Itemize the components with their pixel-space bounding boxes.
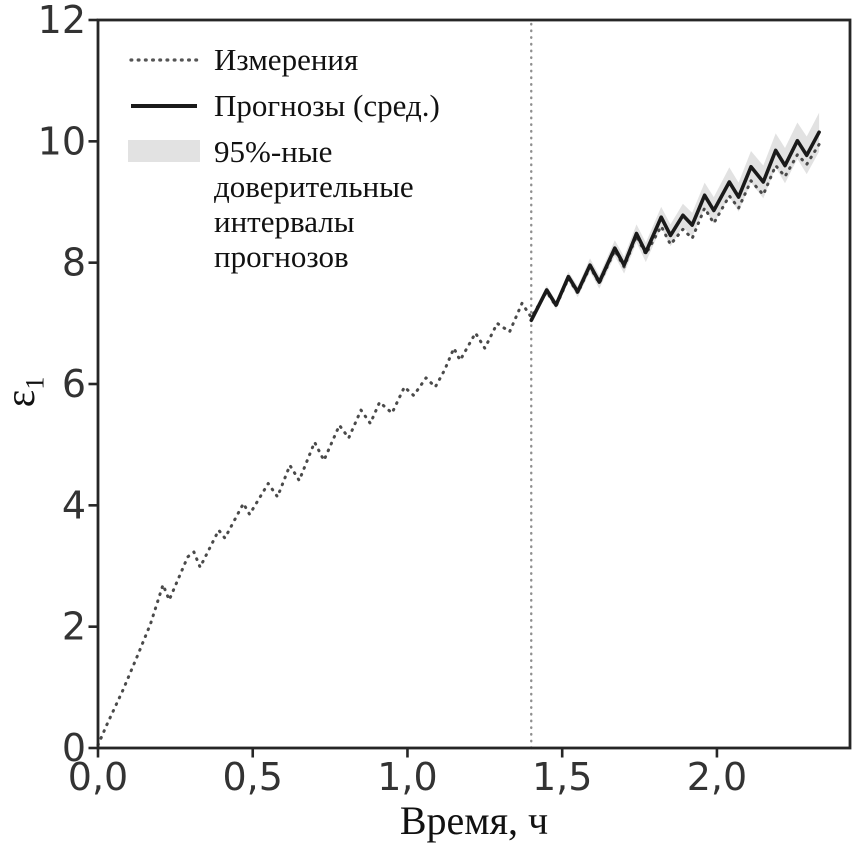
legend-item-forecast: Прогнозы (сред.) xyxy=(128,88,466,123)
confidence-band xyxy=(531,112,820,324)
legend-item-confidence: 95%-ные доверительные интервалы прогнозо… xyxy=(128,134,466,274)
y-tick-label: 10 xyxy=(38,119,86,163)
y-tick-label: 8 xyxy=(62,241,86,285)
legend-band-swatch-icon xyxy=(128,140,200,163)
y-tick-label: 4 xyxy=(62,483,86,527)
y-tick-label: 6 xyxy=(62,362,86,406)
y-tick-label: 0 xyxy=(62,726,86,770)
y-tick-label: 2 xyxy=(62,605,86,649)
legend: Измерения Прогнозы (сред.) 95%-ные довер… xyxy=(128,42,466,285)
y-axis-label: ε1 xyxy=(0,377,49,408)
forecast-series xyxy=(529,130,821,323)
legend-label-forecast: Прогнозы (сред.) xyxy=(214,88,440,124)
y-axis-symbol: ε xyxy=(0,389,44,408)
legend-label-confidence: 95%-ные доверительные интервалы прогнозо… xyxy=(214,134,414,275)
y-axis-subscript: 1 xyxy=(20,376,50,390)
x-tick-label: 1,0 xyxy=(377,755,437,799)
x-axis-label: Время, ч xyxy=(399,798,549,843)
y-tick-label: 12 xyxy=(38,0,86,42)
x-tick-label: 0,0 xyxy=(68,755,128,799)
x-tick-label: 1,5 xyxy=(532,755,592,799)
legend-dotted-line-icon xyxy=(129,57,199,62)
x-tick-label: 2,0 xyxy=(687,755,747,799)
measurements-series xyxy=(96,142,821,747)
x-tick-label: 0,5 xyxy=(223,755,283,799)
legend-label-measurements: Измерения xyxy=(214,42,359,77)
legend-item-measurements: Измерения xyxy=(128,42,466,77)
legend-solid-line-icon xyxy=(131,103,197,108)
